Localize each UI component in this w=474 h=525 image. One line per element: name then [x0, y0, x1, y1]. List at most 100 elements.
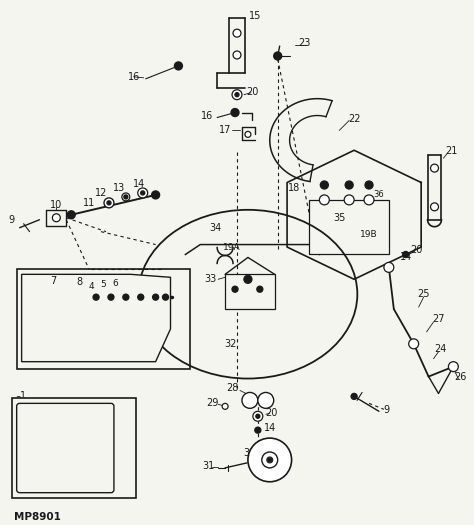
- Circle shape: [255, 427, 261, 433]
- Circle shape: [235, 93, 239, 97]
- Text: 35: 35: [333, 213, 346, 223]
- Circle shape: [73, 430, 79, 436]
- Circle shape: [267, 457, 273, 463]
- Text: 30: 30: [244, 448, 256, 458]
- Text: 34: 34: [209, 223, 221, 233]
- Text: 25: 25: [417, 289, 430, 299]
- Circle shape: [124, 195, 128, 199]
- Circle shape: [409, 339, 419, 349]
- Bar: [225, 275, 275, 309]
- Circle shape: [141, 191, 145, 195]
- Text: 5: 5: [100, 280, 106, 289]
- Bar: [17, 269, 191, 369]
- Text: 31: 31: [202, 461, 214, 471]
- Text: 14: 14: [264, 423, 276, 433]
- Text: 23: 23: [298, 38, 310, 48]
- Circle shape: [122, 193, 130, 201]
- Text: 2: 2: [16, 396, 22, 406]
- Text: 11: 11: [83, 198, 95, 208]
- Circle shape: [138, 294, 144, 300]
- Text: 21: 21: [445, 146, 457, 156]
- Text: 18: 18: [289, 183, 301, 193]
- Text: 17: 17: [219, 125, 231, 135]
- Text: 10: 10: [50, 200, 63, 210]
- Circle shape: [320, 181, 328, 189]
- Text: 24: 24: [434, 344, 447, 354]
- Circle shape: [244, 275, 252, 284]
- Text: 9: 9: [384, 405, 390, 415]
- Circle shape: [448, 362, 458, 372]
- Circle shape: [232, 90, 242, 100]
- Circle shape: [430, 164, 438, 172]
- Text: 13: 13: [113, 183, 125, 193]
- Circle shape: [94, 442, 102, 450]
- Circle shape: [430, 203, 438, 211]
- Circle shape: [351, 393, 357, 400]
- Text: 22: 22: [348, 113, 360, 123]
- Circle shape: [248, 438, 292, 482]
- Text: 7: 7: [50, 276, 56, 286]
- Text: 32: 32: [224, 339, 236, 349]
- Circle shape: [268, 458, 272, 462]
- Circle shape: [231, 109, 239, 117]
- Circle shape: [258, 393, 273, 408]
- Circle shape: [138, 188, 148, 198]
- Text: 4: 4: [88, 282, 94, 291]
- Text: MP8901: MP8901: [14, 512, 61, 522]
- Circle shape: [253, 411, 263, 421]
- FancyBboxPatch shape: [17, 403, 114, 492]
- Text: 14: 14: [133, 179, 145, 189]
- Circle shape: [384, 262, 394, 272]
- Circle shape: [233, 29, 241, 37]
- Text: 29: 29: [206, 398, 219, 408]
- Circle shape: [123, 294, 129, 300]
- Circle shape: [403, 251, 409, 257]
- Polygon shape: [22, 275, 171, 362]
- Text: 33: 33: [204, 274, 216, 285]
- Circle shape: [273, 52, 282, 60]
- Circle shape: [319, 195, 329, 205]
- Circle shape: [53, 214, 60, 222]
- Text: 20: 20: [410, 245, 423, 255]
- Bar: [310, 200, 389, 255]
- Circle shape: [242, 393, 258, 408]
- Circle shape: [344, 195, 354, 205]
- Text: 16: 16: [201, 111, 213, 121]
- Text: 3: 3: [76, 416, 82, 426]
- Circle shape: [107, 201, 111, 205]
- Text: 19A: 19A: [223, 243, 241, 252]
- Text: 6: 6: [112, 279, 118, 288]
- Text: 28: 28: [226, 383, 238, 393]
- Text: 36: 36: [374, 191, 384, 200]
- Text: 14: 14: [400, 253, 412, 262]
- Text: 20: 20: [246, 87, 259, 97]
- Circle shape: [108, 294, 114, 300]
- Circle shape: [222, 403, 228, 410]
- Bar: [12, 398, 136, 498]
- Circle shape: [104, 198, 114, 208]
- Circle shape: [245, 131, 251, 138]
- Text: 9: 9: [9, 215, 15, 225]
- Circle shape: [256, 414, 260, 418]
- Circle shape: [174, 62, 182, 70]
- Circle shape: [262, 452, 278, 468]
- Circle shape: [163, 294, 169, 300]
- Circle shape: [364, 195, 374, 205]
- Circle shape: [152, 191, 160, 199]
- Text: 8: 8: [76, 277, 82, 287]
- Text: 26: 26: [454, 372, 466, 382]
- Text: 1: 1: [19, 392, 26, 402]
- Circle shape: [67, 211, 75, 219]
- Text: 19B: 19B: [360, 230, 378, 239]
- Text: 16: 16: [128, 72, 140, 82]
- Circle shape: [93, 294, 99, 300]
- Text: 12: 12: [95, 188, 107, 198]
- Circle shape: [153, 294, 159, 300]
- Circle shape: [232, 286, 238, 292]
- Text: 15: 15: [249, 11, 261, 22]
- Circle shape: [365, 181, 373, 189]
- Circle shape: [345, 181, 353, 189]
- Circle shape: [80, 430, 86, 436]
- Circle shape: [233, 51, 241, 59]
- Text: 20: 20: [265, 408, 278, 418]
